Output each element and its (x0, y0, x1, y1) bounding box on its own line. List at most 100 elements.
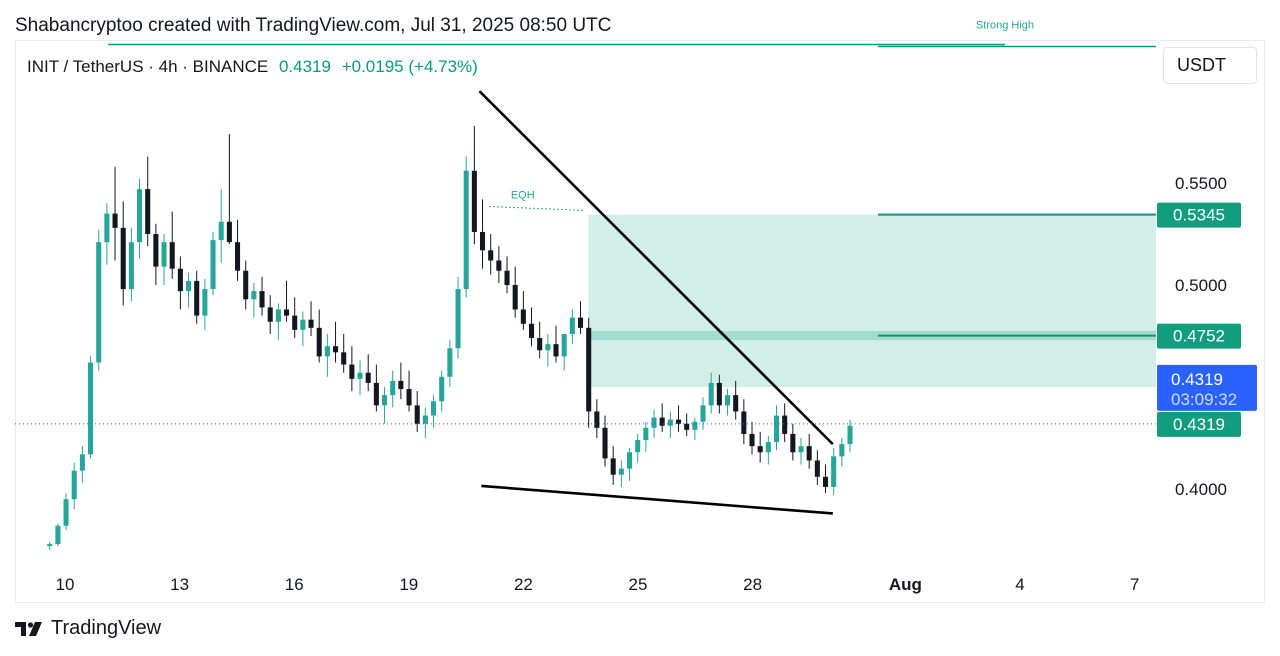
candle-body (569, 317, 575, 334)
support-trendline[interactable] (481, 484, 833, 515)
candle-body (153, 234, 159, 267)
candle-body (341, 352, 347, 365)
candle-body (226, 221, 232, 243)
candle-body (651, 417, 657, 428)
level-label-bg (1157, 202, 1241, 228)
countdown-timer: 03:09:32 (1171, 390, 1237, 409)
candle-body (267, 307, 273, 322)
candle-body (447, 348, 453, 377)
x-axis-tick-label: 16 (285, 575, 304, 594)
candle-body (757, 446, 763, 453)
candle-body (112, 213, 118, 228)
candle-body (626, 452, 633, 469)
candle-body (137, 189, 143, 243)
candle-body (847, 425, 853, 445)
candle-body (71, 470, 77, 500)
candle-body (504, 270, 510, 285)
legend-change: +0.0195 (+4.73%) (341, 57, 478, 76)
tradingview-logo-icon (15, 621, 42, 636)
candle-body (488, 250, 494, 261)
candle-body (431, 401, 437, 416)
candle-body (700, 405, 706, 422)
zone-band (588, 330, 1156, 341)
candle-body (104, 213, 110, 243)
countdown-badge-bg (1157, 364, 1257, 411)
current-price-label: 0.4319 (1173, 415, 1225, 434)
current-price-label-bg (1157, 411, 1241, 437)
candle-body (349, 364, 355, 379)
candle-body (692, 421, 698, 430)
candle-body (308, 319, 314, 328)
candle-body (251, 291, 257, 300)
candle-body (659, 417, 665, 426)
candle-body (716, 382, 722, 406)
candle-body (643, 427, 649, 441)
candle-body (390, 380, 396, 396)
candle-body (496, 260, 502, 271)
candle-body (635, 440, 641, 453)
candle-body (406, 389, 412, 406)
candle-body (169, 242, 175, 269)
candle-body (398, 380, 404, 390)
legend-price: 0.4319 (278, 57, 331, 76)
candle-body (839, 444, 845, 457)
candle-body (528, 323, 535, 339)
candle-body (822, 476, 829, 487)
chart-credit: Shabancryptoo created with TradingView.c… (15, 15, 612, 36)
candle-body (259, 291, 265, 308)
candle-body (471, 170, 477, 232)
chart-frame (15, 40, 1265, 603)
candle-body (324, 346, 330, 357)
candle-body (243, 270, 249, 300)
candle-body (186, 280, 192, 292)
tradingview-logo[interactable]: TradingView (15, 617, 161, 640)
candle-body (455, 289, 461, 349)
candle-body (218, 221, 224, 241)
candle-body (210, 240, 216, 290)
candle-body (765, 442, 771, 453)
candle-body (733, 395, 739, 412)
candle-body (161, 242, 167, 267)
candle-body (128, 242, 134, 290)
candle-body (675, 419, 682, 424)
candle-body (684, 423, 690, 430)
candle-body (741, 411, 747, 434)
candle-body (55, 525, 61, 545)
level-label-text: 0.5345 (1173, 206, 1225, 225)
candle-body (145, 189, 151, 234)
candle-body (561, 333, 567, 357)
candle-body (553, 344, 559, 357)
descending-trendline[interactable] (478, 90, 834, 446)
y-axis-tick-label: 0.5500 (1175, 174, 1227, 193)
y-axis-tick-label: 0.5000 (1175, 276, 1227, 295)
candle-body (782, 415, 788, 434)
candle-body (790, 433, 796, 453)
symbol-legend: INIT / TetherUS · 4h · BINANCE 0.4319 +0… (27, 57, 478, 77)
candle-body (773, 415, 780, 443)
candle-body (618, 468, 624, 475)
candle-body (724, 395, 731, 406)
candle-body (382, 395, 388, 406)
candle-body (439, 376, 445, 402)
candle-body (47, 544, 53, 547)
candle-body (577, 317, 584, 328)
candle-body (749, 433, 755, 447)
candle-body (120, 227, 126, 290)
candle-body (365, 372, 371, 383)
candle-body (292, 315, 298, 330)
x-axis-tick-label: 22 (514, 575, 533, 594)
candle-body (414, 405, 420, 424)
candle-body (422, 415, 428, 424)
currency-button[interactable]: USDT (1163, 47, 1257, 84)
candle-body (594, 411, 600, 428)
candle-body (537, 338, 543, 351)
x-axis-tick-label: 7 (1130, 575, 1139, 594)
candle-body (194, 280, 200, 316)
candle-body (610, 458, 616, 475)
x-axis-tick-label: Aug (889, 575, 922, 594)
supply-zone (588, 214, 1156, 387)
candle-body (333, 346, 339, 353)
x-axis-tick-label: 10 (56, 575, 75, 594)
candle-body (202, 289, 208, 316)
